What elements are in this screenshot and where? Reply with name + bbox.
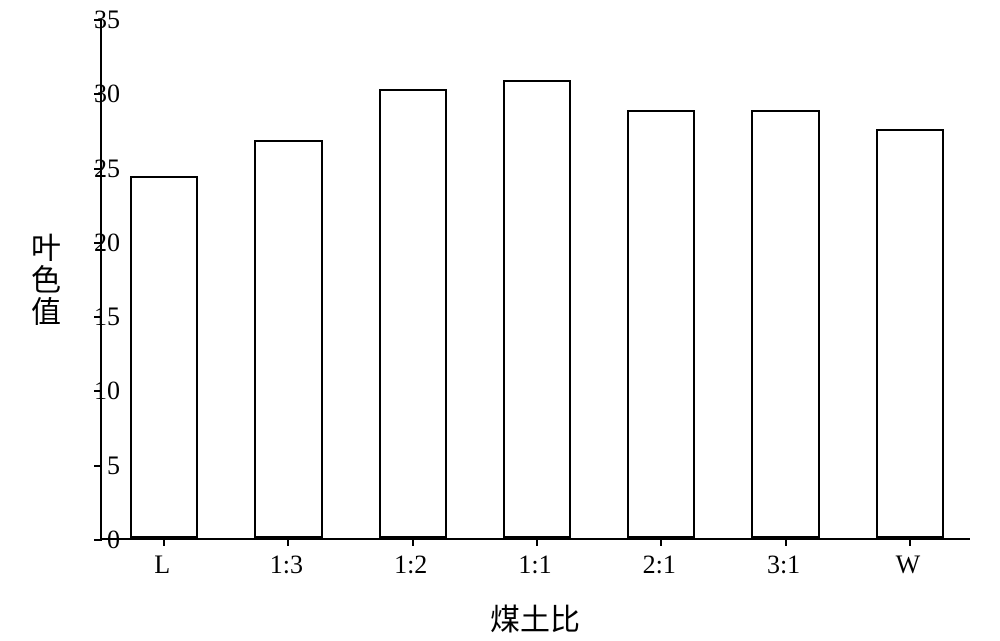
x-tick-label: 3:1 xyxy=(767,550,800,580)
y-tick-label: 35 xyxy=(94,5,120,35)
x-tick xyxy=(785,538,787,546)
bar xyxy=(627,110,695,538)
x-tick xyxy=(412,538,414,546)
y-tick-label: 25 xyxy=(94,154,120,184)
x-tick-label: 1:1 xyxy=(518,550,551,580)
bar xyxy=(503,80,571,538)
x-tick-label: W xyxy=(896,550,921,580)
x-tick-label: L xyxy=(154,550,170,580)
y-axis-label: 叶色值 xyxy=(20,232,64,328)
bar xyxy=(751,110,819,538)
x-tick xyxy=(909,538,911,546)
x-tick-label: 1:2 xyxy=(394,550,427,580)
x-axis-label: 煤土比 xyxy=(490,595,580,639)
x-tick-label: 1:3 xyxy=(270,550,303,580)
y-tick-label: 0 xyxy=(107,525,120,555)
x-tick xyxy=(660,538,662,546)
bar xyxy=(379,89,447,538)
y-tick-label: 5 xyxy=(107,451,120,481)
x-tick xyxy=(163,538,165,546)
y-tick-label: 30 xyxy=(94,79,120,109)
bar xyxy=(876,129,944,538)
y-tick xyxy=(94,539,102,541)
x-tick xyxy=(287,538,289,546)
bar xyxy=(254,140,322,538)
y-tick-label: 10 xyxy=(94,376,120,406)
plot-area xyxy=(100,20,970,540)
y-tick-label: 15 xyxy=(94,302,120,332)
y-tick-label: 20 xyxy=(94,228,120,258)
x-tick xyxy=(536,538,538,546)
x-tick-label: 2:1 xyxy=(643,550,676,580)
y-tick xyxy=(94,465,102,467)
bar xyxy=(130,176,198,539)
chart-container: 叶色值 煤土比 0 5 10 15 20 25 30 35 L 1:3 1:2 1:1 2:1 3:1 W xyxy=(0,0,1000,641)
